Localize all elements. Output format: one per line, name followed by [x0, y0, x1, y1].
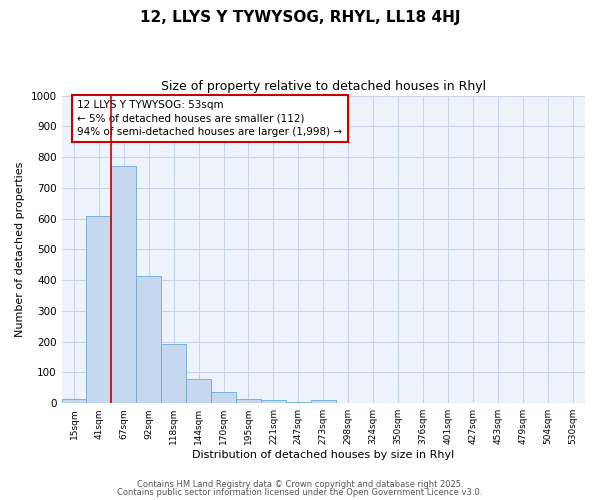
- Bar: [186, 379, 211, 403]
- Text: Contains public sector information licensed under the Open Government Licence v3: Contains public sector information licen…: [118, 488, 482, 497]
- Bar: [86, 216, 112, 403]
- Bar: [161, 344, 186, 403]
- Bar: [261, 400, 286, 403]
- Title: Size of property relative to detached houses in Rhyl: Size of property relative to detached ho…: [161, 80, 486, 93]
- Bar: [211, 392, 236, 403]
- Y-axis label: Number of detached properties: Number of detached properties: [15, 162, 25, 337]
- X-axis label: Distribution of detached houses by size in Rhyl: Distribution of detached houses by size …: [192, 450, 454, 460]
- Bar: [112, 166, 136, 403]
- Bar: [311, 400, 336, 403]
- Bar: [62, 398, 86, 403]
- Text: 12 LLYS Y TYWYSOG: 53sqm
← 5% of detached houses are smaller (112)
94% of semi-d: 12 LLYS Y TYWYSOG: 53sqm ← 5% of detache…: [77, 100, 343, 136]
- Bar: [136, 276, 161, 403]
- Bar: [286, 402, 311, 403]
- Text: Contains HM Land Registry data © Crown copyright and database right 2025.: Contains HM Land Registry data © Crown c…: [137, 480, 463, 489]
- Bar: [236, 398, 261, 403]
- Text: 12, LLYS Y TYWYSOG, RHYL, LL18 4HJ: 12, LLYS Y TYWYSOG, RHYL, LL18 4HJ: [140, 10, 460, 25]
